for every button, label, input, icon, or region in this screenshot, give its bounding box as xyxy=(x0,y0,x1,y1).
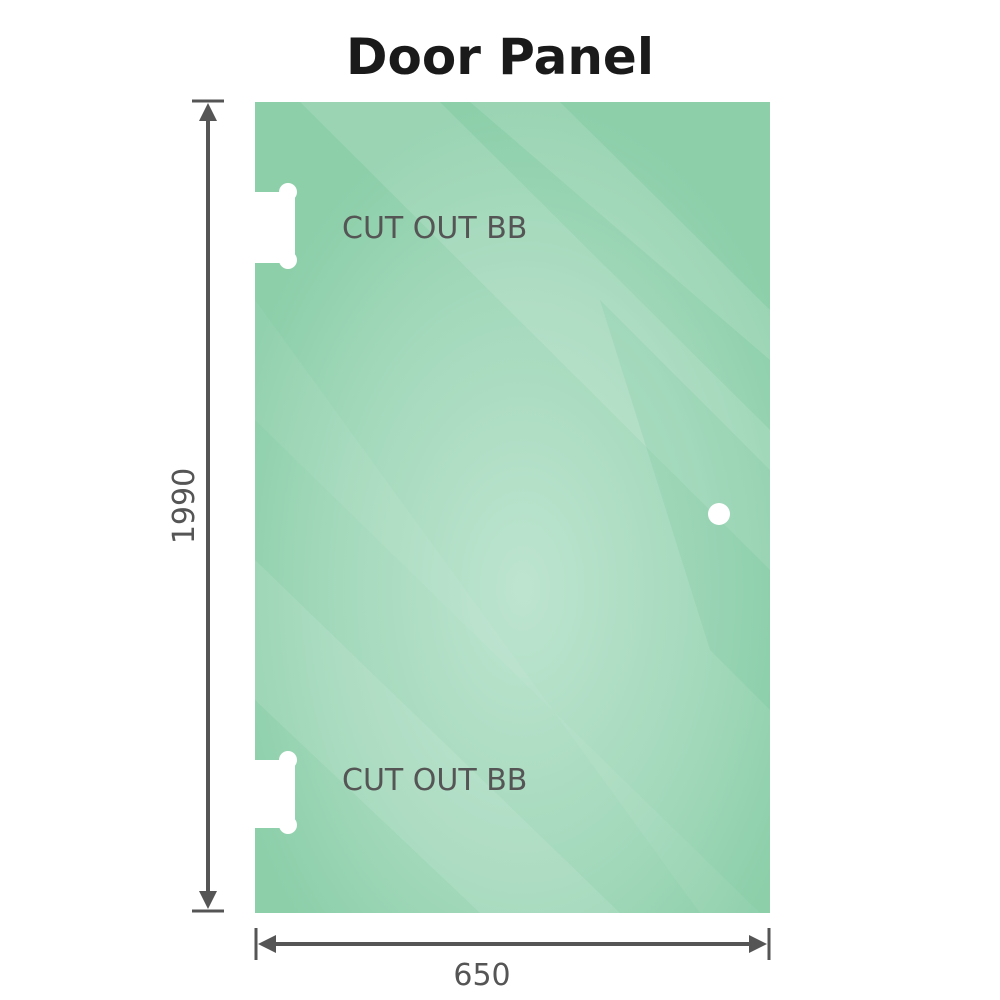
cutout-label-bottom: CUT OUT BB xyxy=(342,763,527,798)
height-dimension-arrow xyxy=(192,99,224,913)
handle-hole xyxy=(708,503,730,525)
height-label: 1990 xyxy=(167,468,202,544)
cutout-top xyxy=(250,183,297,269)
glass-reflections xyxy=(255,102,770,913)
cutout-bottom xyxy=(250,751,297,834)
cutout-label-top: CUT OUT BB xyxy=(342,211,527,246)
width-dimension-arrow xyxy=(254,928,771,960)
glass-panel xyxy=(255,102,770,913)
diagram-title: Door Panel xyxy=(346,28,654,86)
width-label: 650 xyxy=(453,958,510,993)
